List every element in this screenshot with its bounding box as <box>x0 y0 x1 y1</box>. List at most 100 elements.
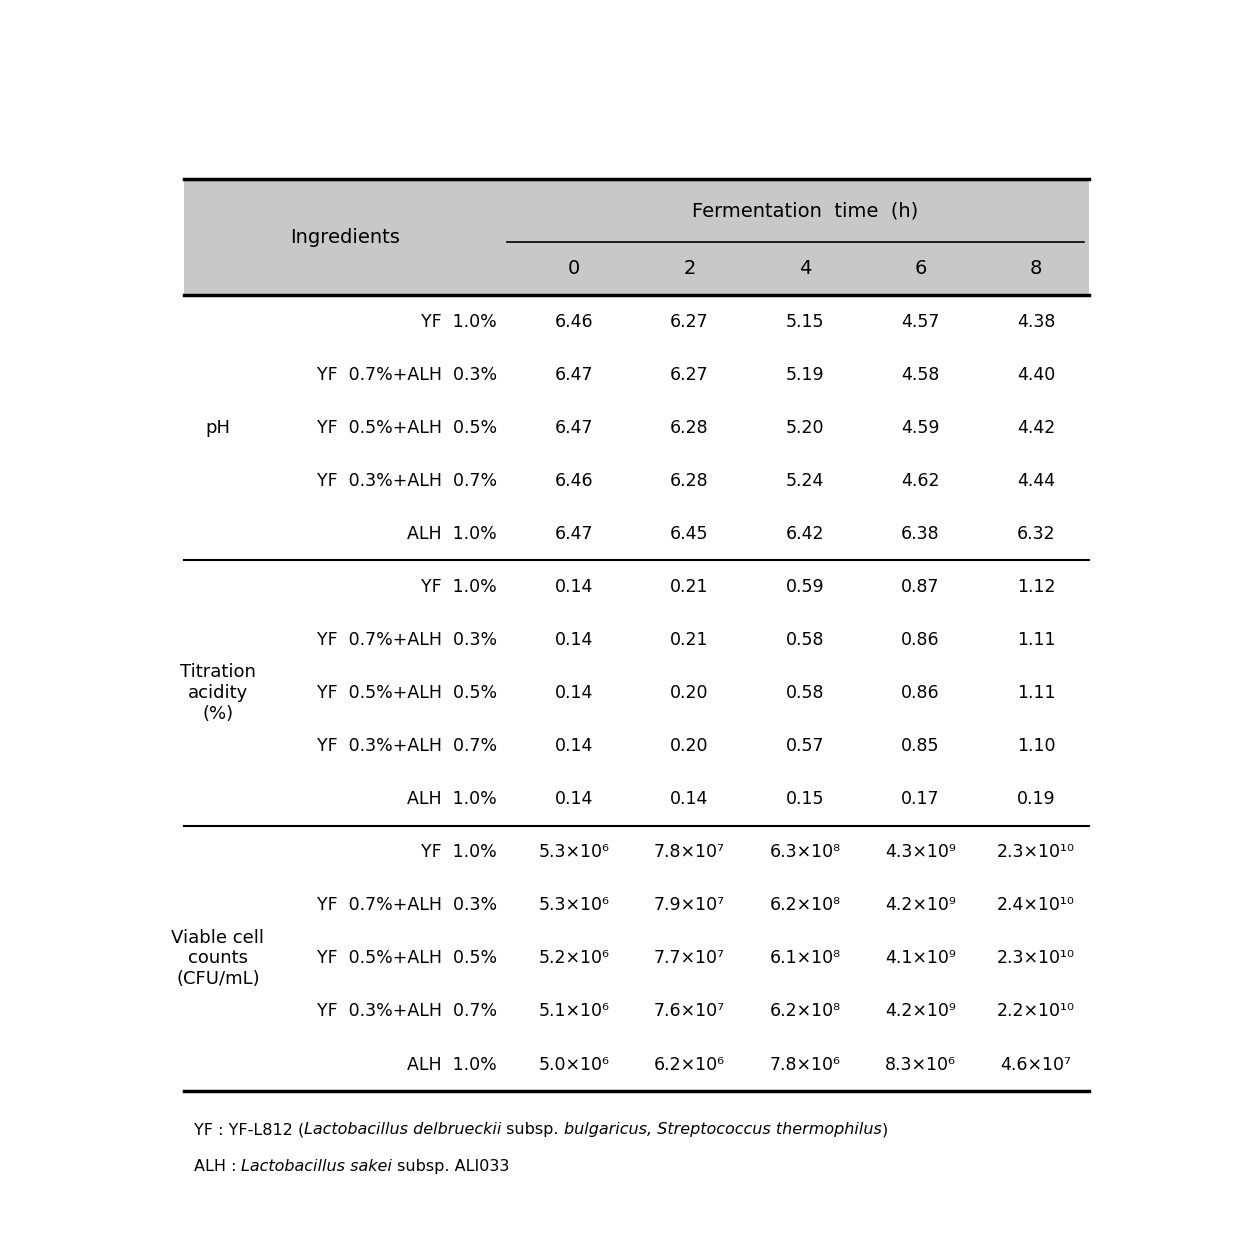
Text: 4.2×10⁹: 4.2×10⁹ <box>886 1002 956 1020</box>
Text: 1.11: 1.11 <box>1017 684 1056 702</box>
Text: 0.86: 0.86 <box>902 684 940 702</box>
Text: 6.38: 6.38 <box>902 525 940 543</box>
Text: YF  1.0%: YF 1.0% <box>421 578 497 596</box>
Text: 0.85: 0.85 <box>902 737 940 756</box>
Text: 5.20: 5.20 <box>786 419 825 437</box>
Text: 6.47: 6.47 <box>555 419 594 437</box>
Text: subsp. ALI033: subsp. ALI033 <box>392 1159 509 1174</box>
Text: 6.27: 6.27 <box>671 312 709 331</box>
Text: 4.42: 4.42 <box>1017 419 1056 437</box>
Text: 6.42: 6.42 <box>786 525 825 543</box>
Text: 2.3×10¹⁰: 2.3×10¹⁰ <box>997 950 1076 967</box>
Text: 0.14: 0.14 <box>555 791 594 808</box>
Text: YF  0.7%+ALH  0.3%: YF 0.7%+ALH 0.3% <box>317 632 497 649</box>
Text: 0.14: 0.14 <box>555 632 594 649</box>
Text: YF  0.7%+ALH  0.3%: YF 0.7%+ALH 0.3% <box>317 366 497 383</box>
Text: 6.1×10⁸: 6.1×10⁸ <box>770 950 841 967</box>
Text: YF  0.5%+ALH  0.5%: YF 0.5%+ALH 0.5% <box>317 419 497 437</box>
Text: 0: 0 <box>568 259 580 278</box>
Text: 6.46: 6.46 <box>555 472 594 490</box>
Text: ALH  1.0%: ALH 1.0% <box>407 791 497 808</box>
Text: YF  0.3%+ALH  0.7%: YF 0.3%+ALH 0.7% <box>317 737 497 756</box>
Text: 4.6×10⁷: 4.6×10⁷ <box>1001 1055 1072 1074</box>
Text: 7.7×10⁷: 7.7×10⁷ <box>655 950 725 967</box>
Bar <box>184 179 1089 294</box>
Text: 5.3×10⁶: 5.3×10⁶ <box>539 896 610 915</box>
Text: 5.1×10⁶: 5.1×10⁶ <box>539 1002 610 1020</box>
Text: 5.15: 5.15 <box>786 312 825 331</box>
Text: 4.40: 4.40 <box>1017 366 1056 383</box>
Text: 0.87: 0.87 <box>902 578 940 596</box>
Text: Lactobacillus sakei: Lactobacillus sakei <box>241 1159 392 1174</box>
Text: YF : YF-L812 (: YF : YF-L812 ( <box>194 1123 304 1138</box>
Text: 2.2×10¹⁰: 2.2×10¹⁰ <box>997 1002 1076 1020</box>
Text: ): ) <box>882 1123 888 1138</box>
Text: 7.8×10⁶: 7.8×10⁶ <box>770 1055 841 1074</box>
Text: 0.58: 0.58 <box>786 684 825 702</box>
Text: 5.0×10⁶: 5.0×10⁶ <box>539 1055 610 1074</box>
Text: Ingredients: Ingredients <box>291 228 400 247</box>
Text: 0.19: 0.19 <box>1017 791 1056 808</box>
Text: 1.11: 1.11 <box>1017 632 1056 649</box>
Text: 0.14: 0.14 <box>555 578 594 596</box>
Text: 2.4×10¹⁰: 2.4×10¹⁰ <box>997 896 1074 915</box>
Text: 1.12: 1.12 <box>1017 578 1056 596</box>
Text: ALH  1.0%: ALH 1.0% <box>407 1055 497 1074</box>
Text: 6.3×10⁸: 6.3×10⁸ <box>770 843 841 861</box>
Text: 6.32: 6.32 <box>1017 525 1056 543</box>
Text: 7.6×10⁷: 7.6×10⁷ <box>653 1002 725 1020</box>
Text: 0.86: 0.86 <box>902 632 940 649</box>
Text: 1.10: 1.10 <box>1017 737 1056 756</box>
Text: YF  1.0%: YF 1.0% <box>421 312 497 331</box>
Text: 6.28: 6.28 <box>671 419 709 437</box>
Text: Titration
acidity
(%): Titration acidity (%) <box>180 663 256 723</box>
Text: 5.2×10⁶: 5.2×10⁶ <box>539 950 610 967</box>
Text: subsp.: subsp. <box>502 1123 564 1138</box>
Text: 4.1×10⁹: 4.1×10⁹ <box>886 950 956 967</box>
Text: YF  0.5%+ALH  0.5%: YF 0.5%+ALH 0.5% <box>317 950 497 967</box>
Text: YF  0.3%+ALH  0.7%: YF 0.3%+ALH 0.7% <box>317 472 497 490</box>
Text: 4.57: 4.57 <box>902 312 940 331</box>
Text: Viable cell
counts
(CFU/mL): Viable cell counts (CFU/mL) <box>171 928 265 989</box>
Text: Fermentation  time  (h): Fermentation time (h) <box>692 202 918 221</box>
Text: 4.3×10⁹: 4.3×10⁹ <box>886 843 956 861</box>
Text: 0.57: 0.57 <box>786 737 825 756</box>
Text: 0.14: 0.14 <box>555 737 594 756</box>
Text: YF  0.7%+ALH  0.3%: YF 0.7%+ALH 0.3% <box>317 896 497 915</box>
Text: 0.17: 0.17 <box>902 791 940 808</box>
Text: 0.58: 0.58 <box>786 632 825 649</box>
Text: 7.9×10⁷: 7.9×10⁷ <box>653 896 725 915</box>
Text: YF  1.0%: YF 1.0% <box>421 843 497 861</box>
Text: 6.47: 6.47 <box>555 366 594 383</box>
Text: 4.38: 4.38 <box>1017 312 1056 331</box>
Text: ALH :: ALH : <box>194 1159 241 1174</box>
Text: 6.2×10⁸: 6.2×10⁸ <box>770 896 841 915</box>
Text: 5.3×10⁶: 5.3×10⁶ <box>539 843 610 861</box>
Text: 6.2×10⁶: 6.2×10⁶ <box>655 1055 725 1074</box>
Text: 0.20: 0.20 <box>671 737 709 756</box>
Text: 0.15: 0.15 <box>786 791 825 808</box>
Text: 0.59: 0.59 <box>786 578 825 596</box>
Text: 8: 8 <box>1030 259 1042 278</box>
Text: 8.3×10⁶: 8.3×10⁶ <box>886 1055 956 1074</box>
Text: YF  0.5%+ALH  0.5%: YF 0.5%+ALH 0.5% <box>317 684 497 702</box>
Text: 6: 6 <box>914 259 927 278</box>
Text: 5.19: 5.19 <box>786 366 825 383</box>
Text: 6.27: 6.27 <box>671 366 709 383</box>
Text: 6.46: 6.46 <box>555 312 594 331</box>
Text: 0.21: 0.21 <box>671 632 709 649</box>
Text: 6.45: 6.45 <box>671 525 709 543</box>
Text: 0.14: 0.14 <box>671 791 709 808</box>
Text: pH: pH <box>205 419 230 437</box>
Text: 5.24: 5.24 <box>786 472 825 490</box>
Text: 6.47: 6.47 <box>555 525 594 543</box>
Text: 4: 4 <box>799 259 811 278</box>
Text: 6.28: 6.28 <box>671 472 709 490</box>
Text: 0.21: 0.21 <box>671 578 709 596</box>
Text: ALH  1.0%: ALH 1.0% <box>407 525 497 543</box>
Text: bulgaricus, Streptococcus thermophilus: bulgaricus, Streptococcus thermophilus <box>564 1123 882 1138</box>
Text: 4.58: 4.58 <box>902 366 940 383</box>
Text: 4.2×10⁹: 4.2×10⁹ <box>886 896 956 915</box>
Text: 4.44: 4.44 <box>1017 472 1054 490</box>
Text: Lactobacillus delbrueckii: Lactobacillus delbrueckii <box>304 1123 502 1138</box>
